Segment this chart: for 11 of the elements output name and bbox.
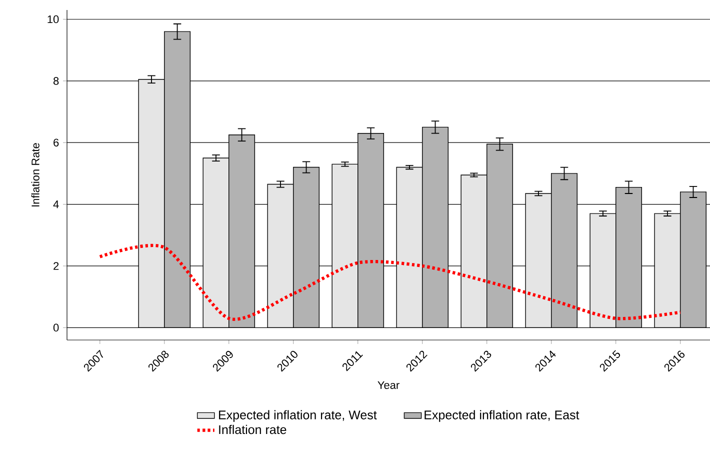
y-tick-label: 10 <box>48 15 59 24</box>
legend-label: Expected inflation rate, East <box>424 410 580 422</box>
y-tick-label: 2 <box>54 262 59 270</box>
legend-label: Expected inflation rate, West <box>219 410 377 422</box>
x-axis-title: Year <box>378 381 400 389</box>
y-tick-label: 4 <box>53 200 59 208</box>
y-axis-title: Inflation Rate <box>31 143 40 206</box>
y-tick-label: 6 <box>54 138 59 147</box>
legend-label: Inflation rate <box>219 424 286 434</box>
y-tick-label: 0 <box>53 324 59 332</box>
y-tick-label: 8 <box>53 77 59 85</box>
